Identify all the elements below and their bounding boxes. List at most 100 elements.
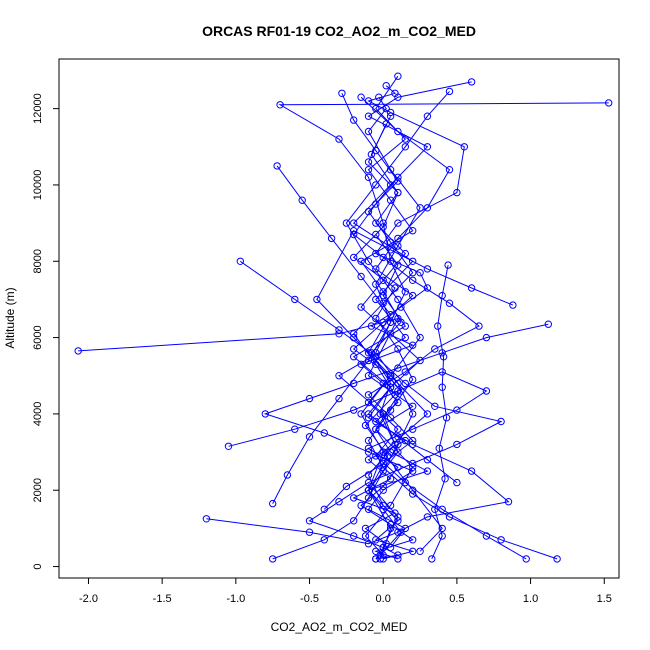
data-point (394, 433, 402, 441)
data-point (375, 93, 383, 101)
data-point (442, 414, 451, 422)
data-point (438, 532, 446, 540)
data-point (298, 196, 306, 204)
data-point (382, 82, 390, 90)
data-point (269, 555, 277, 563)
data-point (391, 440, 399, 449)
data-point (379, 543, 387, 552)
data-point (335, 330, 343, 338)
data-point (291, 425, 299, 433)
x-tick-label: -1.0 (226, 593, 245, 605)
data-point (367, 150, 376, 159)
series-18 (357, 72, 417, 510)
data-point (283, 471, 292, 479)
data-point (350, 406, 358, 414)
data-point (431, 345, 439, 353)
data-point (605, 99, 613, 107)
series-16 (342, 87, 454, 555)
data-point (350, 253, 358, 262)
y-axis: 0 2000 4000 6000 8000 10000 12000 (32, 93, 60, 570)
series-line (263, 323, 549, 548)
data-point (379, 276, 387, 284)
data-point (445, 87, 454, 96)
data-point (409, 276, 417, 284)
data-point (364, 398, 373, 407)
data-point (409, 436, 417, 445)
y-tick-label: 6000 (32, 325, 44, 349)
data-point (342, 482, 351, 491)
data-point (305, 517, 314, 525)
data-point (364, 540, 373, 548)
data-point (438, 505, 446, 513)
data-point (372, 536, 380, 544)
data-point (438, 524, 446, 533)
series-1 (335, 78, 476, 563)
data-point (273, 162, 281, 170)
y-tick-label: 4000 (32, 402, 44, 426)
data-point (335, 498, 343, 506)
data-point (357, 501, 365, 510)
data-point (361, 421, 370, 430)
data-point (342, 219, 351, 227)
data-point (261, 410, 269, 418)
data-point (394, 364, 402, 372)
data-point (372, 219, 380, 227)
data-point (409, 269, 417, 277)
data-point (364, 112, 373, 120)
data-point (394, 295, 402, 304)
series-line (352, 96, 527, 560)
data-point (409, 486, 417, 494)
data-point (394, 188, 402, 197)
series-line (431, 265, 449, 560)
data-point (453, 188, 461, 197)
series-15 (320, 173, 483, 513)
x-tick-label: 0.5 (449, 593, 464, 605)
data-point (372, 146, 380, 155)
data-point (386, 414, 395, 422)
data-point (364, 391, 373, 399)
data-point (379, 551, 387, 559)
data-point (276, 101, 284, 109)
data-point (357, 410, 365, 418)
data-point (364, 257, 373, 265)
data-point (320, 429, 328, 437)
data-point (357, 257, 365, 265)
data-point (431, 402, 439, 410)
data-point (409, 257, 417, 265)
data-point (386, 246, 395, 254)
x-tick-label: -0.5 (300, 593, 319, 605)
data-point (379, 288, 387, 296)
data-point (453, 406, 461, 414)
data-point (327, 234, 336, 243)
series-7 (236, 257, 505, 563)
data-point (350, 532, 358, 540)
data-point (416, 204, 424, 212)
data-point (453, 478, 461, 487)
data-point (202, 515, 211, 523)
data-point (386, 112, 395, 120)
x-tick-label: -1.5 (153, 593, 172, 605)
data-point (434, 322, 442, 330)
data-point (423, 410, 432, 418)
y-tick-label: 0 (32, 563, 44, 569)
data-point (553, 555, 561, 563)
y-tick-label: 12000 (32, 93, 44, 124)
data-point (423, 204, 432, 212)
data-point (364, 166, 373, 174)
data-point (357, 303, 365, 311)
data-point (364, 436, 373, 445)
data-point (416, 269, 424, 277)
data-point (338, 89, 346, 98)
data-point (386, 372, 395, 380)
data-point (350, 517, 358, 525)
data-point (409, 410, 417, 418)
data-point (428, 555, 436, 563)
series-line (360, 123, 458, 483)
data-point (382, 120, 390, 128)
data-point (423, 112, 432, 120)
data-point (379, 299, 387, 307)
data-point (269, 499, 277, 508)
data-point (372, 265, 380, 273)
data-point (386, 379, 395, 388)
